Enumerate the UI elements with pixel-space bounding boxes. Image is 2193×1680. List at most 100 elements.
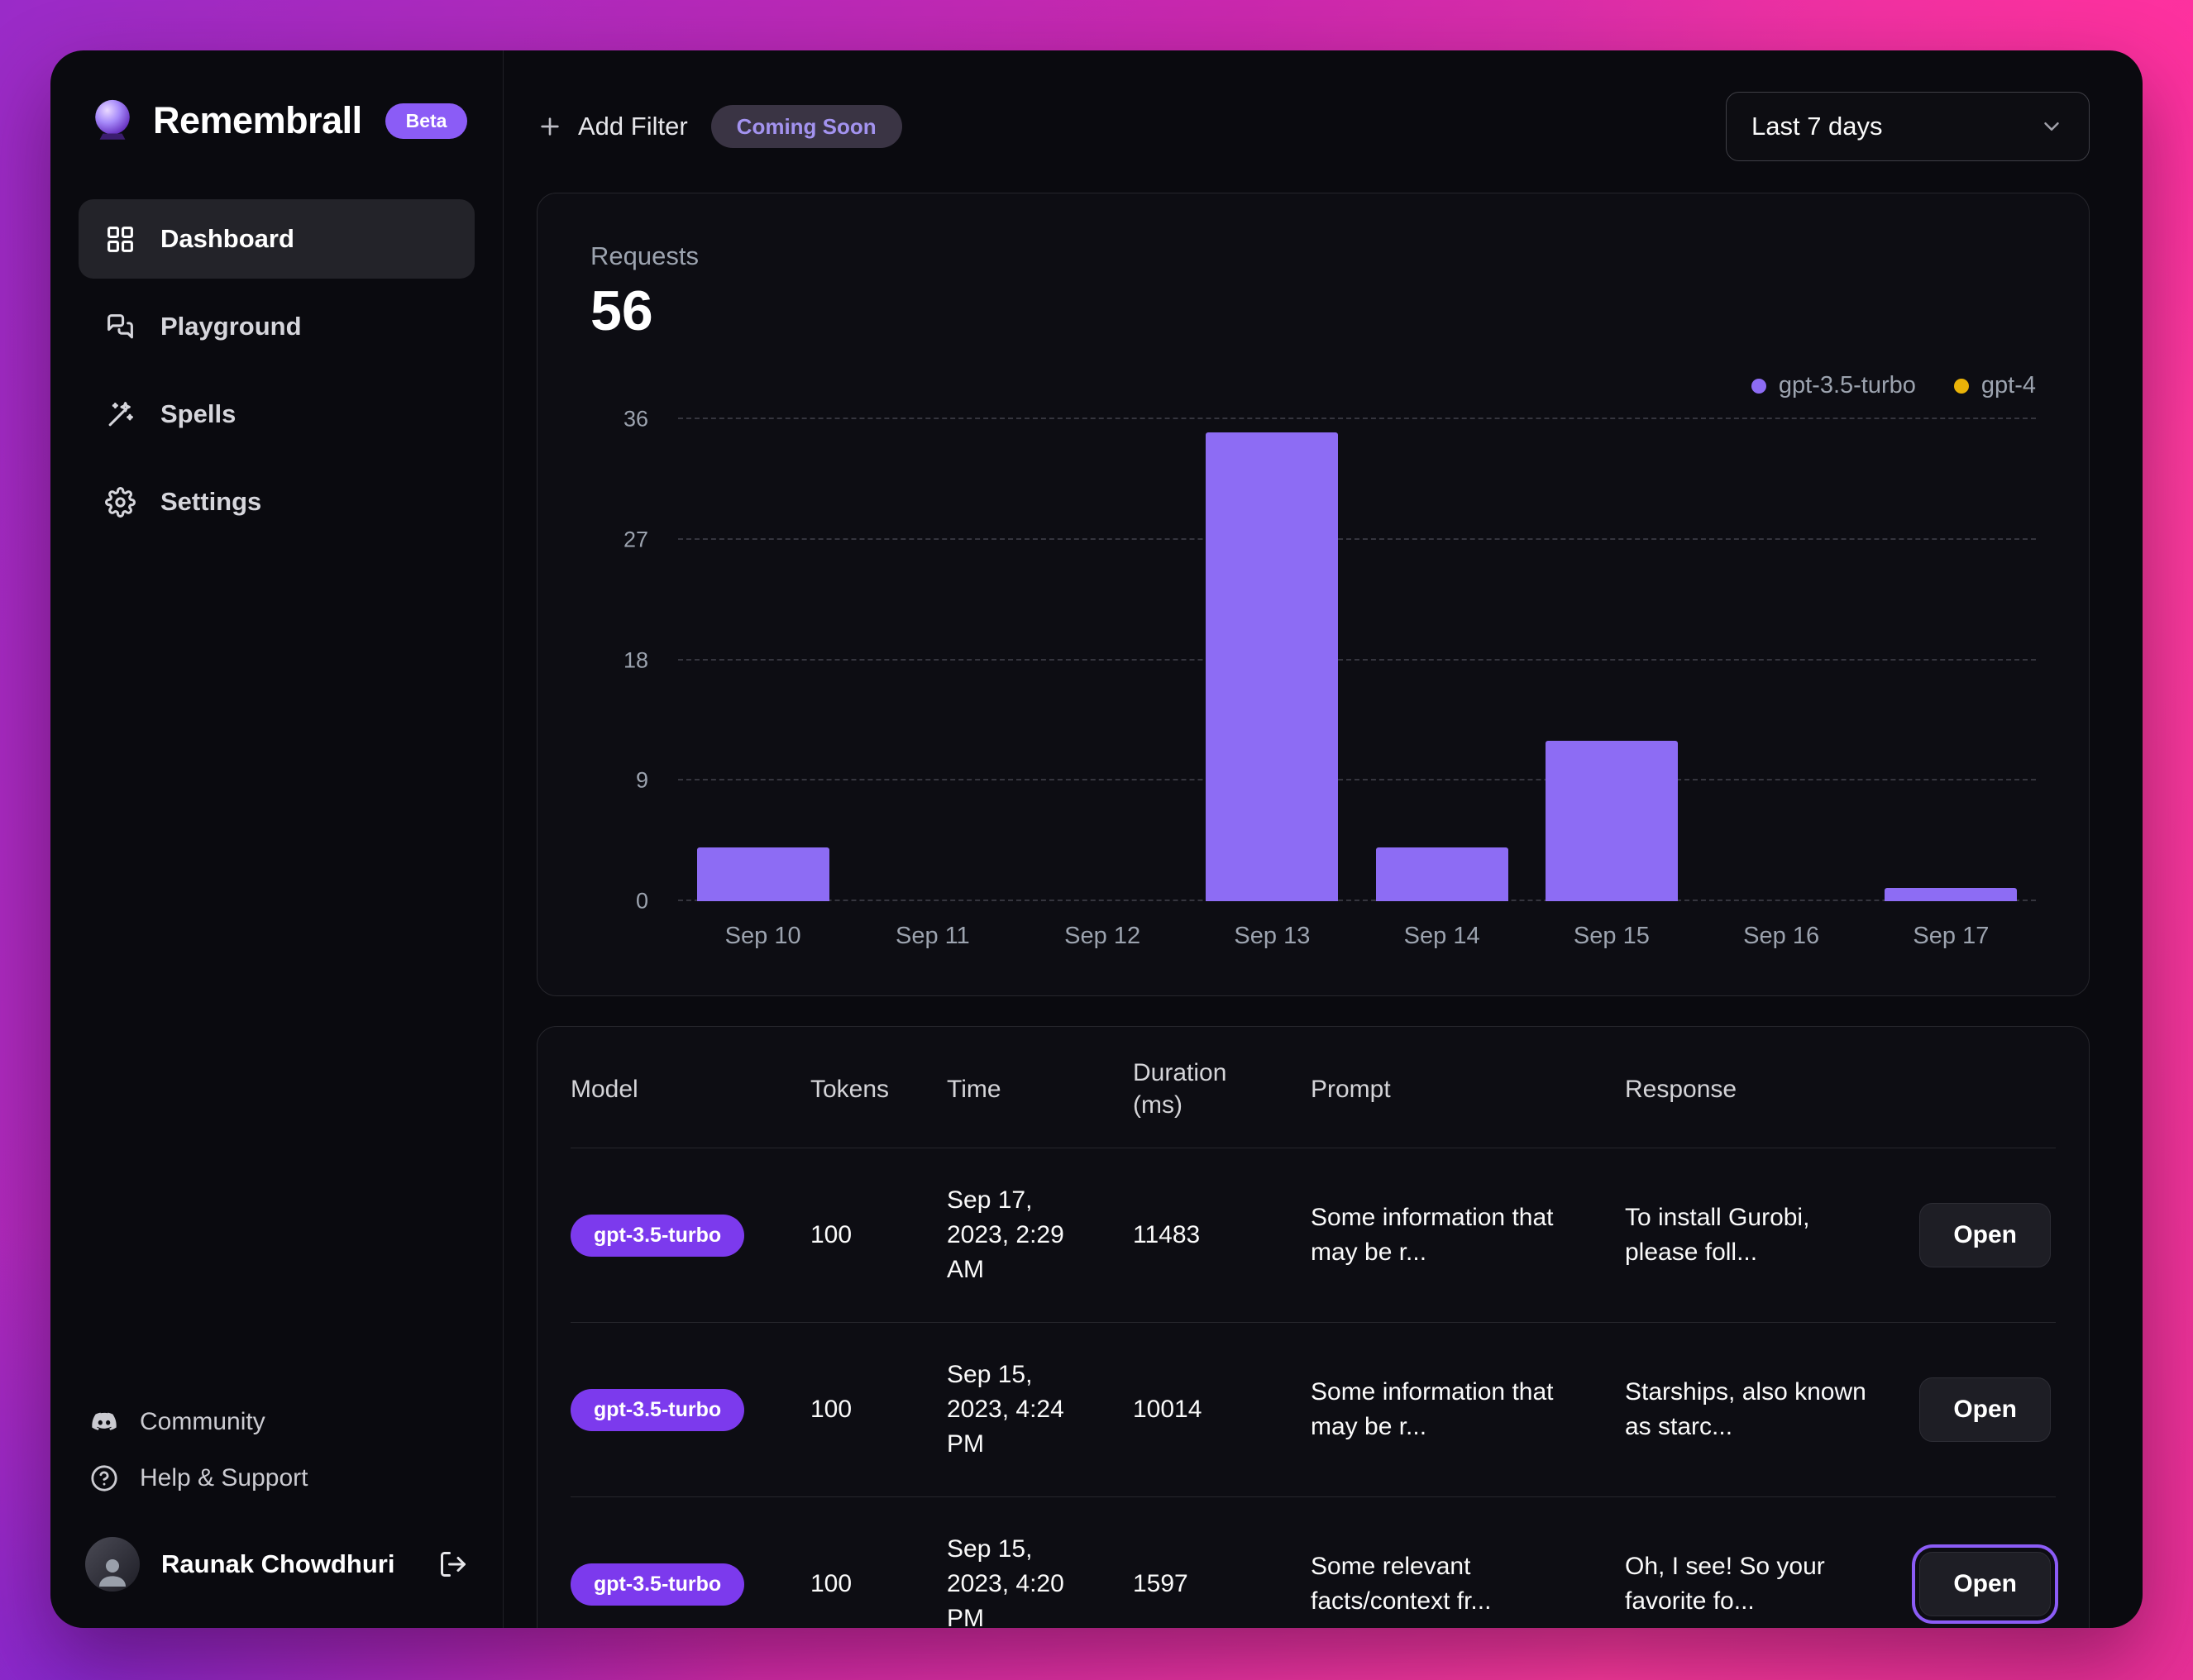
actions-cell: Open <box>1898 1552 2056 1616</box>
bar-slot <box>1187 419 1357 901</box>
grid-icon <box>105 224 136 255</box>
sidebar-footer: Community Help & Support <box>79 1396 475 1592</box>
app-logo-row: Remembrall Beta <box>79 97 475 145</box>
tokens-cell: 100 <box>810 1570 853 1597</box>
requests-label: Requests <box>590 241 699 270</box>
duration-cell: 1597 <box>1133 1570 1188 1597</box>
chart-legend: gpt-3.5-turbo gpt-4 <box>590 372 2036 399</box>
gear-icon <box>105 486 136 518</box>
requests-chart-card: Requests 56 gpt-3.5-turbo gpt-4 0 9 18 27 36 … <box>537 193 2090 996</box>
bar-sep-14 <box>1375 847 1508 901</box>
main-content: Add Filter Coming Soon Last 7 days Reque… <box>504 50 2143 1628</box>
y-axis-tick: 0 <box>635 888 648 914</box>
model-badge: gpt-3.5-turbo <box>571 1214 745 1257</box>
response-cell: Starships, also known as starc... <box>1625 1378 1866 1440</box>
model-cell: gpt-3.5-turbo <box>571 1214 810 1257</box>
bar-sep-10 <box>696 847 829 901</box>
bar-sep-13 <box>1206 432 1339 901</box>
requests-table-body: gpt-3.5-turbo 100 Sep 17, 2023, 2:29 AM … <box>571 1148 2056 1628</box>
x-axis-label: Sep 14 <box>1403 923 1480 949</box>
gridline <box>678 418 2036 419</box>
add-filter-button[interactable]: Add Filter <box>537 112 688 141</box>
open-button[interactable]: Open <box>1919 1552 2051 1616</box>
bar-slot <box>678 419 848 901</box>
model-cell: gpt-3.5-turbo <box>571 1388 810 1431</box>
chart-plot-column: Sep 10 Sep 11 Sep 12 Sep 13 Sep 14 Sep 15 Sep … <box>678 418 2036 957</box>
sidebar-item-spells[interactable]: Spells <box>79 375 475 454</box>
y-axis-tick: 36 <box>623 406 648 432</box>
sidebar: Remembrall Beta Dashboard <box>50 50 504 1628</box>
help-icon <box>90 1464 118 1492</box>
chat-icon <box>105 312 136 342</box>
wand-icon <box>105 399 136 430</box>
legend-item-gpt-3.5-turbo: gpt-3.5-turbo <box>1751 372 1916 399</box>
response-cell: To install Gurobi, please foll... <box>1625 1204 1810 1266</box>
sidebar-item-label: Dashboard <box>160 224 294 253</box>
app-window: Remembrall Beta Dashboard <box>50 50 2143 1628</box>
column-header-response: Response <box>1625 1075 1737 1103</box>
column-header-tokens: Tokens <box>810 1075 890 1103</box>
column-header-model: Model <box>571 1075 638 1103</box>
column-header-duration: Duration (ms) <box>1133 1059 1227 1119</box>
sidebar-item-label: Settings <box>160 487 262 516</box>
sidebar-item-help-support[interactable]: Help & Support <box>79 1453 475 1504</box>
sidebar-item-playground[interactable]: Playground <box>79 287 475 366</box>
sidebar-item-dashboard[interactable]: Dashboard <box>79 199 475 279</box>
requests-value: 56 <box>590 279 653 342</box>
prompt-cell: Some information that may be r... <box>1311 1204 1554 1266</box>
crystal-ball-icon <box>88 97 136 145</box>
time-cell: Sep 15, 2023, 4:20 PM <box>947 1535 1064 1628</box>
legend-item-gpt-4: gpt-4 <box>1953 372 2036 399</box>
chart-bars <box>678 419 2036 901</box>
topbar: Add Filter Coming Soon Last 7 days <box>537 92 2090 161</box>
bar-slot <box>1018 419 1187 901</box>
coming-soon-badge: Coming Soon <box>710 105 902 148</box>
bar-slot <box>1697 419 1866 901</box>
bar-sep-17 <box>1885 887 2018 901</box>
bar-slot <box>1526 419 1696 901</box>
duration-cell: 11483 <box>1133 1221 1201 1248</box>
x-axis-label: Sep 12 <box>1064 923 1141 949</box>
sidebar-item-settings[interactable]: Settings <box>79 462 475 542</box>
add-filter-label: Add Filter <box>578 112 688 141</box>
bar-slot <box>1866 419 2036 901</box>
logout-icon[interactable] <box>438 1549 468 1579</box>
legend-label: gpt-3.5-turbo <box>1778 372 1916 399</box>
model-cell: gpt-3.5-turbo <box>571 1563 810 1606</box>
y-axis-tick: 27 <box>623 527 648 552</box>
x-axis-label: Sep 11 <box>895 923 970 949</box>
actions-cell: Open <box>1898 1377 2056 1442</box>
x-axis-label: Sep 13 <box>1234 923 1311 949</box>
prompt-cell: Some relevant facts/context fr... <box>1311 1553 1492 1615</box>
plus-icon <box>537 113 563 140</box>
gridline <box>678 658 2036 661</box>
gridline <box>678 537 2036 540</box>
table-header: Model Tokens Time Duration (ms) Prompt R… <box>571 1027 2056 1148</box>
gridline <box>678 779 2036 781</box>
requests-table-card: Model Tokens Time Duration (ms) Prompt R… <box>537 1026 2090 1628</box>
legend-dot <box>1953 378 1969 394</box>
response-cell: Oh, I see! So your favorite fo... <box>1625 1553 1825 1615</box>
model-badge: gpt-3.5-turbo <box>571 1563 745 1606</box>
column-header-prompt: Prompt <box>1311 1075 1391 1103</box>
open-button[interactable]: Open <box>1919 1377 2051 1442</box>
bar-slot <box>848 419 1017 901</box>
sidebar-item-community[interactable]: Community <box>79 1396 475 1448</box>
tokens-cell: 100 <box>810 1221 853 1248</box>
date-range-select[interactable]: Last 7 days <box>1726 92 2090 161</box>
table-row: gpt-3.5-turbo 100 Sep 17, 2023, 2:29 AM … <box>571 1148 2056 1323</box>
tokens-cell: 100 <box>810 1396 853 1423</box>
model-badge: gpt-3.5-turbo <box>571 1388 745 1431</box>
y-axis-tick: 18 <box>623 647 648 672</box>
duration-cell: 10014 <box>1133 1396 1202 1423</box>
requests-chart: 0 9 18 27 36 Sep 10 Sep 11 Sep 12 Sep 13 Sep 14 S… <box>590 407 2036 957</box>
chart-x-axis: Sep 10 Sep 11 Sep 12 Sep 13 Sep 14 Sep 15 Sep … <box>678 923 2036 957</box>
sidebar-nav: Dashboard Playground <box>79 199 475 542</box>
prompt-cell: Some information that may be r... <box>1311 1378 1554 1440</box>
sidebar-item-label: Playground <box>160 312 302 341</box>
table-row: gpt-3.5-turbo 100 Sep 15, 2023, 4:20 PM … <box>571 1497 2056 1628</box>
chevron-down-icon <box>2039 114 2064 139</box>
gridline <box>678 900 2036 901</box>
open-button[interactable]: Open <box>1919 1203 2051 1267</box>
user-name: Raunak Chowdhuri <box>161 1549 395 1578</box>
